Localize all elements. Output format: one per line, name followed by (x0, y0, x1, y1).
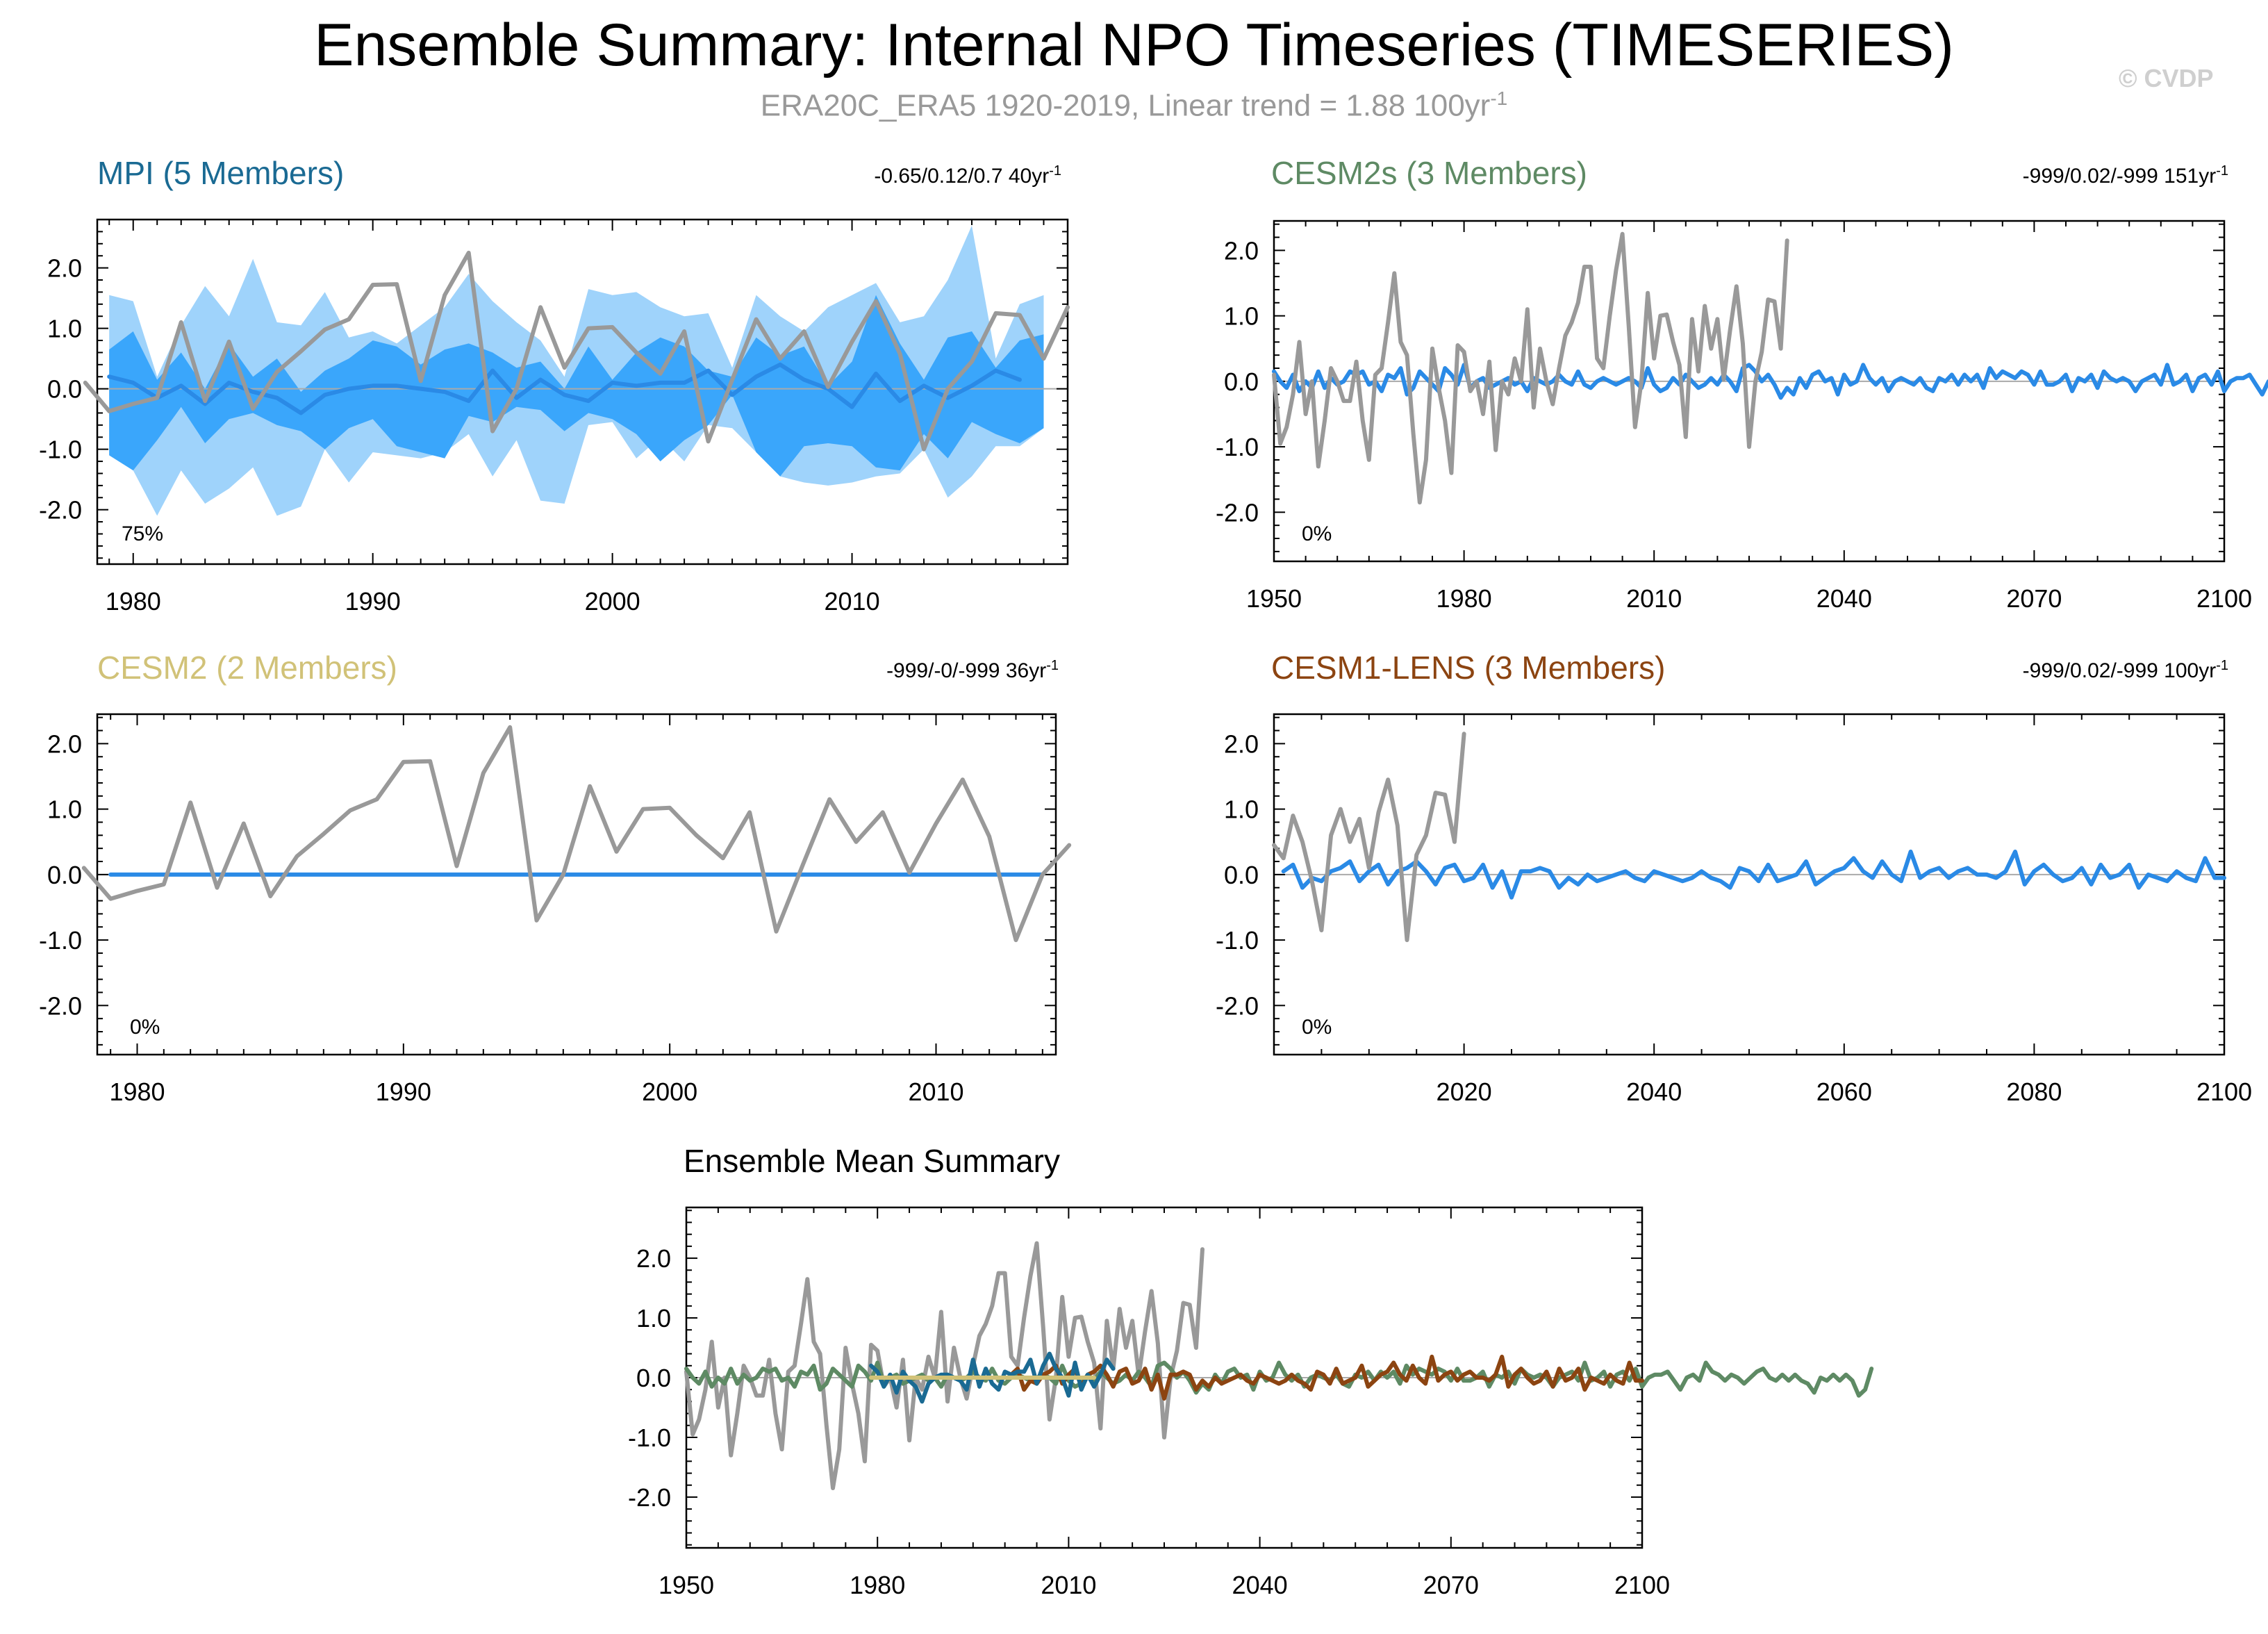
chart-panel-summary: -2.0 -1.0 0.0 1.0 2.0 1950 1980 2010 2040 2070 210… (628, 1206, 1874, 1599)
x-tick-label: 1980 (1437, 584, 1492, 613)
x-tick-label: 1990 (345, 587, 401, 616)
chart-panel-mpi: -2.0 -1.0 0.0 1.0 2.0 1980 1990 2000 2010 75% (39, 218, 1070, 616)
panel-stat-cesm1: -999/0.02/-999 100yr-1 (2022, 658, 2228, 682)
x-tick-label: 2040 (1816, 584, 1872, 613)
percent-label: 75% (122, 522, 163, 545)
y-tick-label: -1.0 (628, 1423, 671, 1452)
plot-frame (1273, 220, 2226, 563)
panel-title-cesm1: CESM1-LENS (3 Members) (1271, 650, 1666, 686)
observation-line (1272, 231, 1789, 505)
x-tick-label: 1950 (659, 1571, 714, 1599)
x-tick-label: 2060 (1816, 1078, 1872, 1106)
y-tick-label: 1.0 (1224, 302, 1259, 331)
y-tick-label: 1.0 (47, 315, 82, 343)
x-tick-label: 2100 (1614, 1571, 1670, 1599)
chart-panel-cesm2s: -2.0 -1.0 0.0 1.0 2.0 1950 1980 2010 2040 2070 210… (1216, 220, 2268, 613)
x-tick-label: 2010 (1041, 1571, 1096, 1599)
panel-stat-cesm2: -999/-0/-999 36yr-1 (886, 658, 1059, 682)
x-tick-label: 2100 (2196, 1078, 2252, 1106)
y-tick-label: 1.0 (47, 795, 82, 824)
ensemble-mean-line (1281, 849, 2226, 900)
x-tick-label: 1980 (109, 1078, 165, 1106)
y-tick-label: -1.0 (39, 436, 82, 464)
panel-title-mpi: MPI (5 Members) (97, 155, 345, 191)
x-tick-label: 2000 (642, 1078, 697, 1106)
y-tick-label: -2.0 (39, 496, 82, 525)
ensemble-mean-line (1272, 363, 2268, 400)
x-tick-label: 1980 (850, 1571, 905, 1599)
y-tick-label: 0.0 (1224, 861, 1259, 889)
y-tick-label: 2.0 (1224, 729, 1259, 758)
panel-title-cesm2s: CESM2s (3 Members) (1271, 155, 1587, 191)
y-tick-label: 1.0 (636, 1304, 671, 1332)
summary-series-cesm1-lens (1009, 1354, 1644, 1401)
y-tick-label: -2.0 (39, 991, 82, 1020)
percent-label: 0% (130, 1016, 160, 1039)
spread-band-inner (109, 295, 1044, 477)
x-tick-label: 1980 (106, 587, 161, 616)
panel-stat-cesm2s: -999/0.02/-999 151yr-1 (2022, 163, 2228, 188)
chart-panel-cesm2: -2.0 -1.0 0.0 1.0 2.0 1980 1990 2000 2010 0% (39, 713, 1072, 1106)
x-tick-label: 2000 (585, 587, 640, 616)
y-tick-label: 2.0 (1224, 236, 1259, 265)
percent-label: 0% (1302, 522, 1332, 545)
summary-series-observations (684, 1241, 1205, 1490)
main-title: Ensemble Summary: Internal NPO Timeserie… (314, 12, 1954, 79)
observation-line (83, 250, 1070, 452)
plot-frame (1273, 713, 2226, 1056)
x-tick-label: 2100 (2196, 584, 2252, 613)
y-tick-label: -1.0 (39, 926, 82, 955)
y-tick-label: -2.0 (628, 1483, 671, 1512)
plot-frame (96, 218, 1069, 566)
chart-panel-cesm1: -2.0 -1.0 0.0 1.0 2.0 2020 2040 2060 2080 2100 0% (1216, 713, 2252, 1106)
x-tick-label: 2020 (1437, 1078, 1492, 1106)
y-tick-label: -2.0 (1216, 991, 1259, 1020)
x-tick-label: 2040 (1232, 1571, 1288, 1599)
copyright-watermark: © CVDP (2119, 64, 2214, 92)
summary-series-cesm2s (684, 1360, 1874, 1398)
panel-stat-mpi: -0.65/0.12/0.7 40yr-1 (874, 163, 1061, 188)
x-tick-label: 2070 (2006, 584, 2062, 613)
y-tick-label: 1.0 (1224, 795, 1259, 824)
x-tick-label: 2070 (1423, 1571, 1479, 1599)
y-tick-label: -1.0 (1216, 926, 1259, 955)
x-tick-label: 2010 (1626, 584, 1682, 613)
y-tick-label: -1.0 (1216, 433, 1259, 461)
y-tick-label: 0.0 (47, 861, 82, 889)
observation-line (1272, 732, 1466, 943)
subtitle: ERA20C_ERA5 1920-2019, Linear trend = 1.… (760, 88, 1508, 123)
x-tick-label: 2010 (908, 1078, 963, 1106)
x-tick-label: 2080 (2006, 1078, 2062, 1106)
x-tick-label: 2010 (825, 587, 880, 616)
summary-series-mpi (869, 1351, 1116, 1404)
x-tick-label: 1950 (1246, 584, 1302, 613)
plot-frame (96, 713, 1057, 1056)
panel-title-cesm2: CESM2 (2 Members) (97, 650, 397, 686)
panel-title-summary: Ensemble Mean Summary (684, 1143, 1060, 1179)
y-tick-label: -2.0 (1216, 498, 1259, 527)
y-tick-label: 0.0 (1224, 368, 1259, 396)
y-tick-label: 2.0 (636, 1244, 671, 1273)
y-tick-label: 2.0 (47, 254, 82, 283)
y-tick-label: 2.0 (47, 729, 82, 758)
x-tick-label: 2040 (1626, 1078, 1682, 1106)
percent-label: 0% (1302, 1016, 1332, 1039)
observation-line (81, 725, 1072, 943)
y-tick-label: 0.0 (636, 1364, 671, 1392)
y-tick-label: 0.0 (47, 375, 82, 404)
x-tick-label: 1990 (376, 1078, 431, 1106)
